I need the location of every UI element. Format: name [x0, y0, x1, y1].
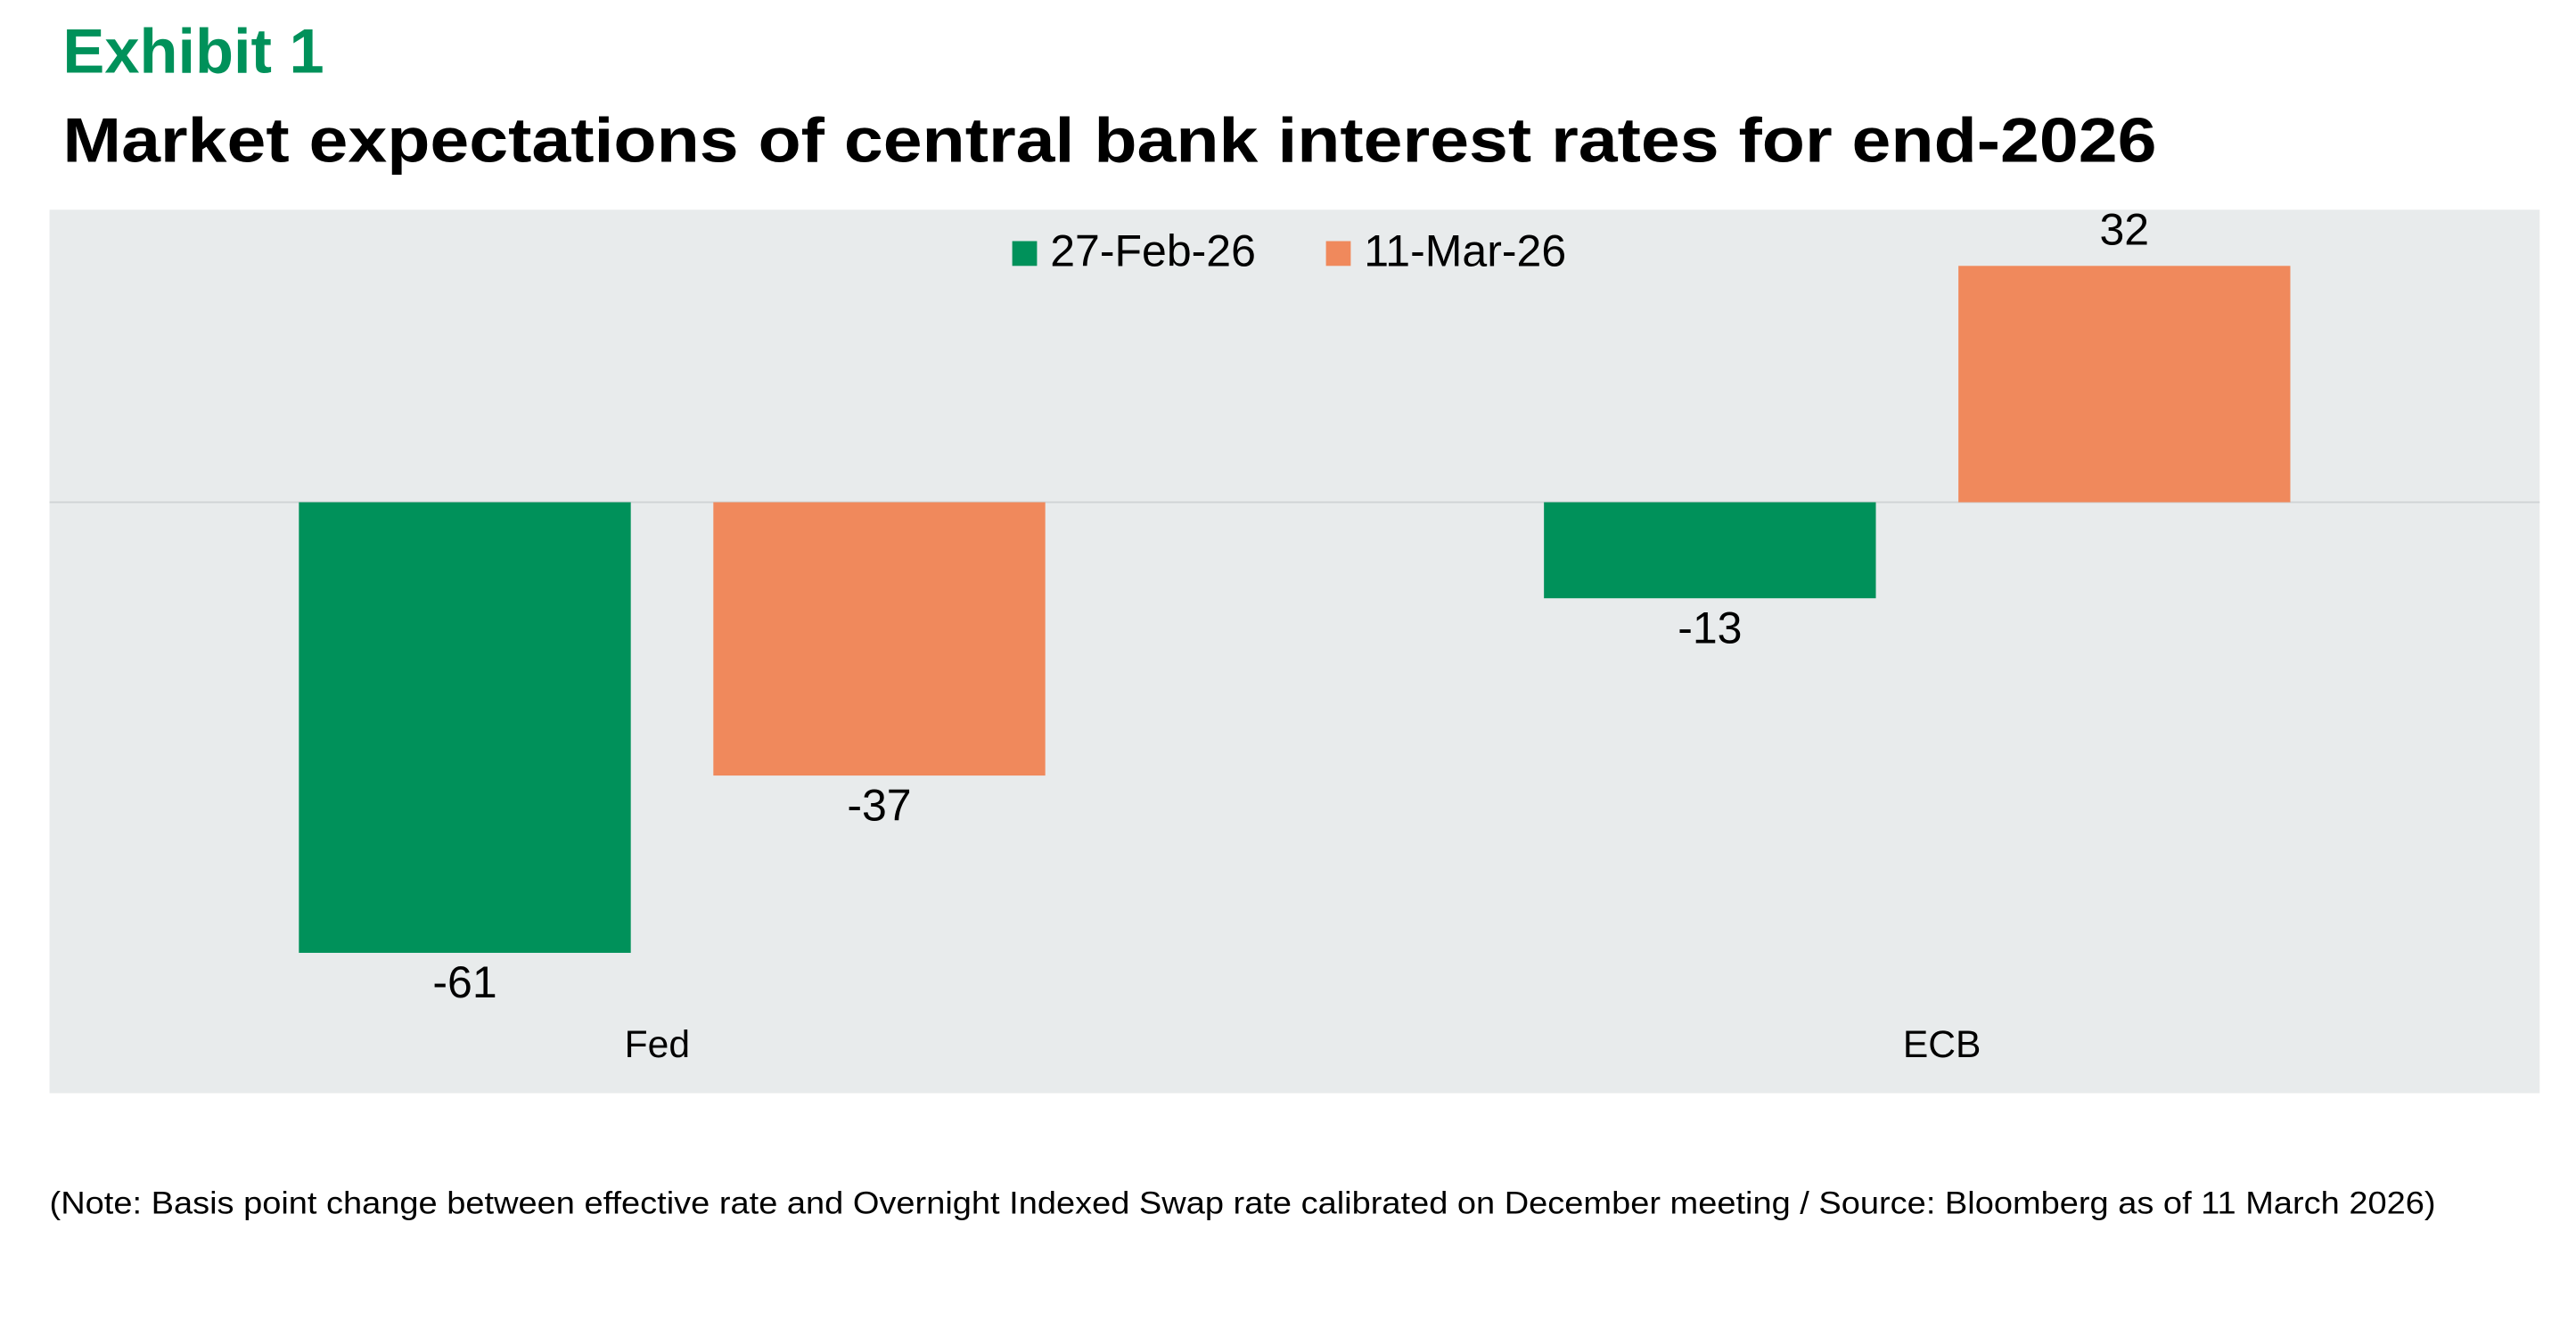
- data-label: -37: [847, 780, 911, 830]
- x-tick-label: Fed: [625, 1023, 690, 1066]
- data-label: 32: [2100, 204, 2150, 254]
- bar: [299, 502, 631, 953]
- bar: [1958, 266, 2291, 503]
- legend-swatch: [1012, 241, 1038, 267]
- footnote: (Note: Basis point change between effect…: [50, 1186, 2436, 1221]
- bar: [713, 502, 1046, 776]
- data-label: -13: [1678, 603, 1742, 652]
- exhibit-label: Exhibit 1: [62, 16, 324, 86]
- chart-title: Market expectations of central bank inte…: [62, 105, 2156, 176]
- legend-swatch: [1325, 241, 1351, 267]
- data-label: -61: [432, 957, 496, 1007]
- legend-label: 27-Feb-26: [1050, 226, 1256, 276]
- legend-label: 11-Mar-26: [1364, 226, 1566, 276]
- x-tick-label: ECB: [1903, 1023, 1981, 1066]
- bar: [1544, 502, 1876, 599]
